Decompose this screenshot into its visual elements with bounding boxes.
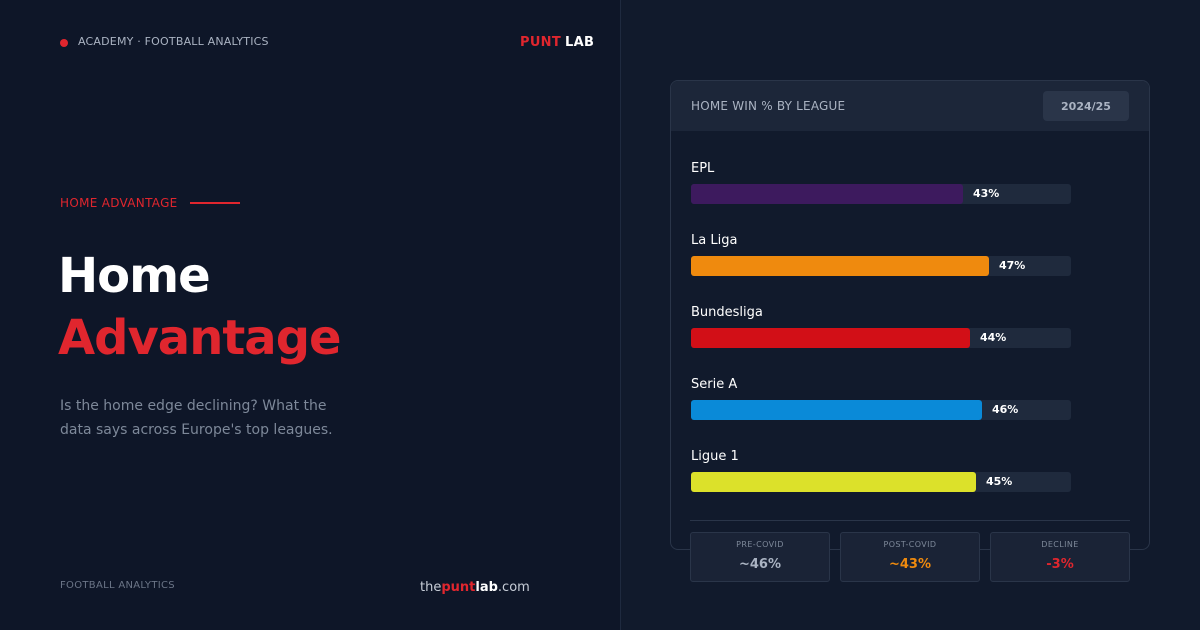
stat-label: PRE-COVID [736, 540, 784, 549]
footer-url-link[interactable]: thepuntlab.com [420, 580, 530, 595]
card-divider [690, 520, 1130, 521]
top-tag-text: ACADEMY · FOOTBALL ANALYTICS [78, 35, 269, 48]
bar-track: 46% [691, 400, 1071, 420]
bar-label: Bundesliga [691, 305, 763, 320]
bar-value-label: 45% [986, 475, 1013, 488]
bar-row: Serie A 46% [691, 377, 1071, 449]
subtitle: Is the home edge declining? What the dat… [60, 398, 333, 438]
bar-label: La Liga [691, 233, 738, 248]
bar-track: 47% [691, 256, 1071, 276]
bar-fill [691, 328, 970, 348]
section-label-text: HOME ADVANTAGE [60, 196, 178, 210]
stat-value: ~43% [888, 557, 931, 572]
top-tag: ACADEMY · FOOTBALL ANALYTICS [60, 35, 269, 48]
bar-value-label: 44% [980, 331, 1007, 344]
url-suffix: .com [497, 580, 530, 595]
title-line-1: Home [58, 248, 211, 304]
stats-row: PRE-COVID ~46% POST-COVID ~43% DECLINE -… [690, 532, 1140, 582]
footer-label: FOOTBALL ANALYTICS [60, 580, 175, 591]
stat-pre-covid: PRE-COVID ~46% [690, 532, 830, 582]
bar-fill [691, 256, 989, 276]
url-brand-red: punt [441, 580, 476, 595]
bar-row: Bundesliga 44% [691, 305, 1071, 377]
bar-row: EPL 43% [691, 161, 1071, 233]
left-panel: ACADEMY · FOOTBALL ANALYTICS PUNT LAB HOM… [58, 35, 594, 595]
bar-fill [691, 400, 982, 420]
chart-card: HOME WIN % BY LEAGUE 2024/25 EPL 43% La Li… [670, 80, 1150, 550]
bar-value-label: 47% [999, 259, 1026, 272]
bar-fill [691, 472, 976, 492]
stat-label: DECLINE [1041, 540, 1079, 549]
bar-label: Ligue 1 [691, 449, 739, 464]
bar-track: 44% [691, 328, 1071, 348]
card-header: HOME WIN % BY LEAGUE 2024/25 [671, 81, 1149, 131]
logo[interactable]: PUNT LAB [520, 35, 594, 50]
stat-value: ~46% [738, 557, 781, 572]
bar-fill [691, 184, 963, 204]
card-title: HOME WIN % BY LEAGUE [691, 99, 846, 113]
red-dot-icon [60, 38, 68, 47]
season-badge[interactable]: 2024/25 [1043, 91, 1129, 121]
bar-label: Serie A [691, 377, 738, 392]
logo-secondary: LAB [565, 35, 595, 50]
bar-value-label: 46% [992, 403, 1019, 416]
stat-post-covid: POST-COVID ~43% [840, 532, 980, 582]
stat-decline: DECLINE -3% [990, 532, 1130, 582]
bar-row: Ligue 1 45% [691, 449, 1071, 521]
bar-row: La Liga 47% [691, 233, 1071, 305]
section-label: HOME ADVANTAGE [60, 196, 240, 210]
bar-value-label: 43% [973, 187, 1000, 200]
section-line [189, 202, 240, 204]
page-title: Home Advantage [58, 245, 342, 369]
title-line-2: Advantage [58, 310, 342, 366]
bar-chart: EPL 43% La Liga 47% Bundesliga 44% Serie A 46% L… [691, 161, 1071, 521]
vertical-divider [620, 0, 621, 630]
logo-primary: PUNT [520, 35, 562, 50]
url-brand-white: lab [475, 580, 498, 595]
url-prefix: the [420, 580, 442, 595]
stat-value: -3% [1046, 557, 1074, 572]
bar-track: 45% [691, 472, 1071, 492]
stat-label: POST-COVID [883, 540, 937, 549]
bar-track: 43% [691, 184, 1071, 204]
bar-label: EPL [691, 161, 715, 176]
